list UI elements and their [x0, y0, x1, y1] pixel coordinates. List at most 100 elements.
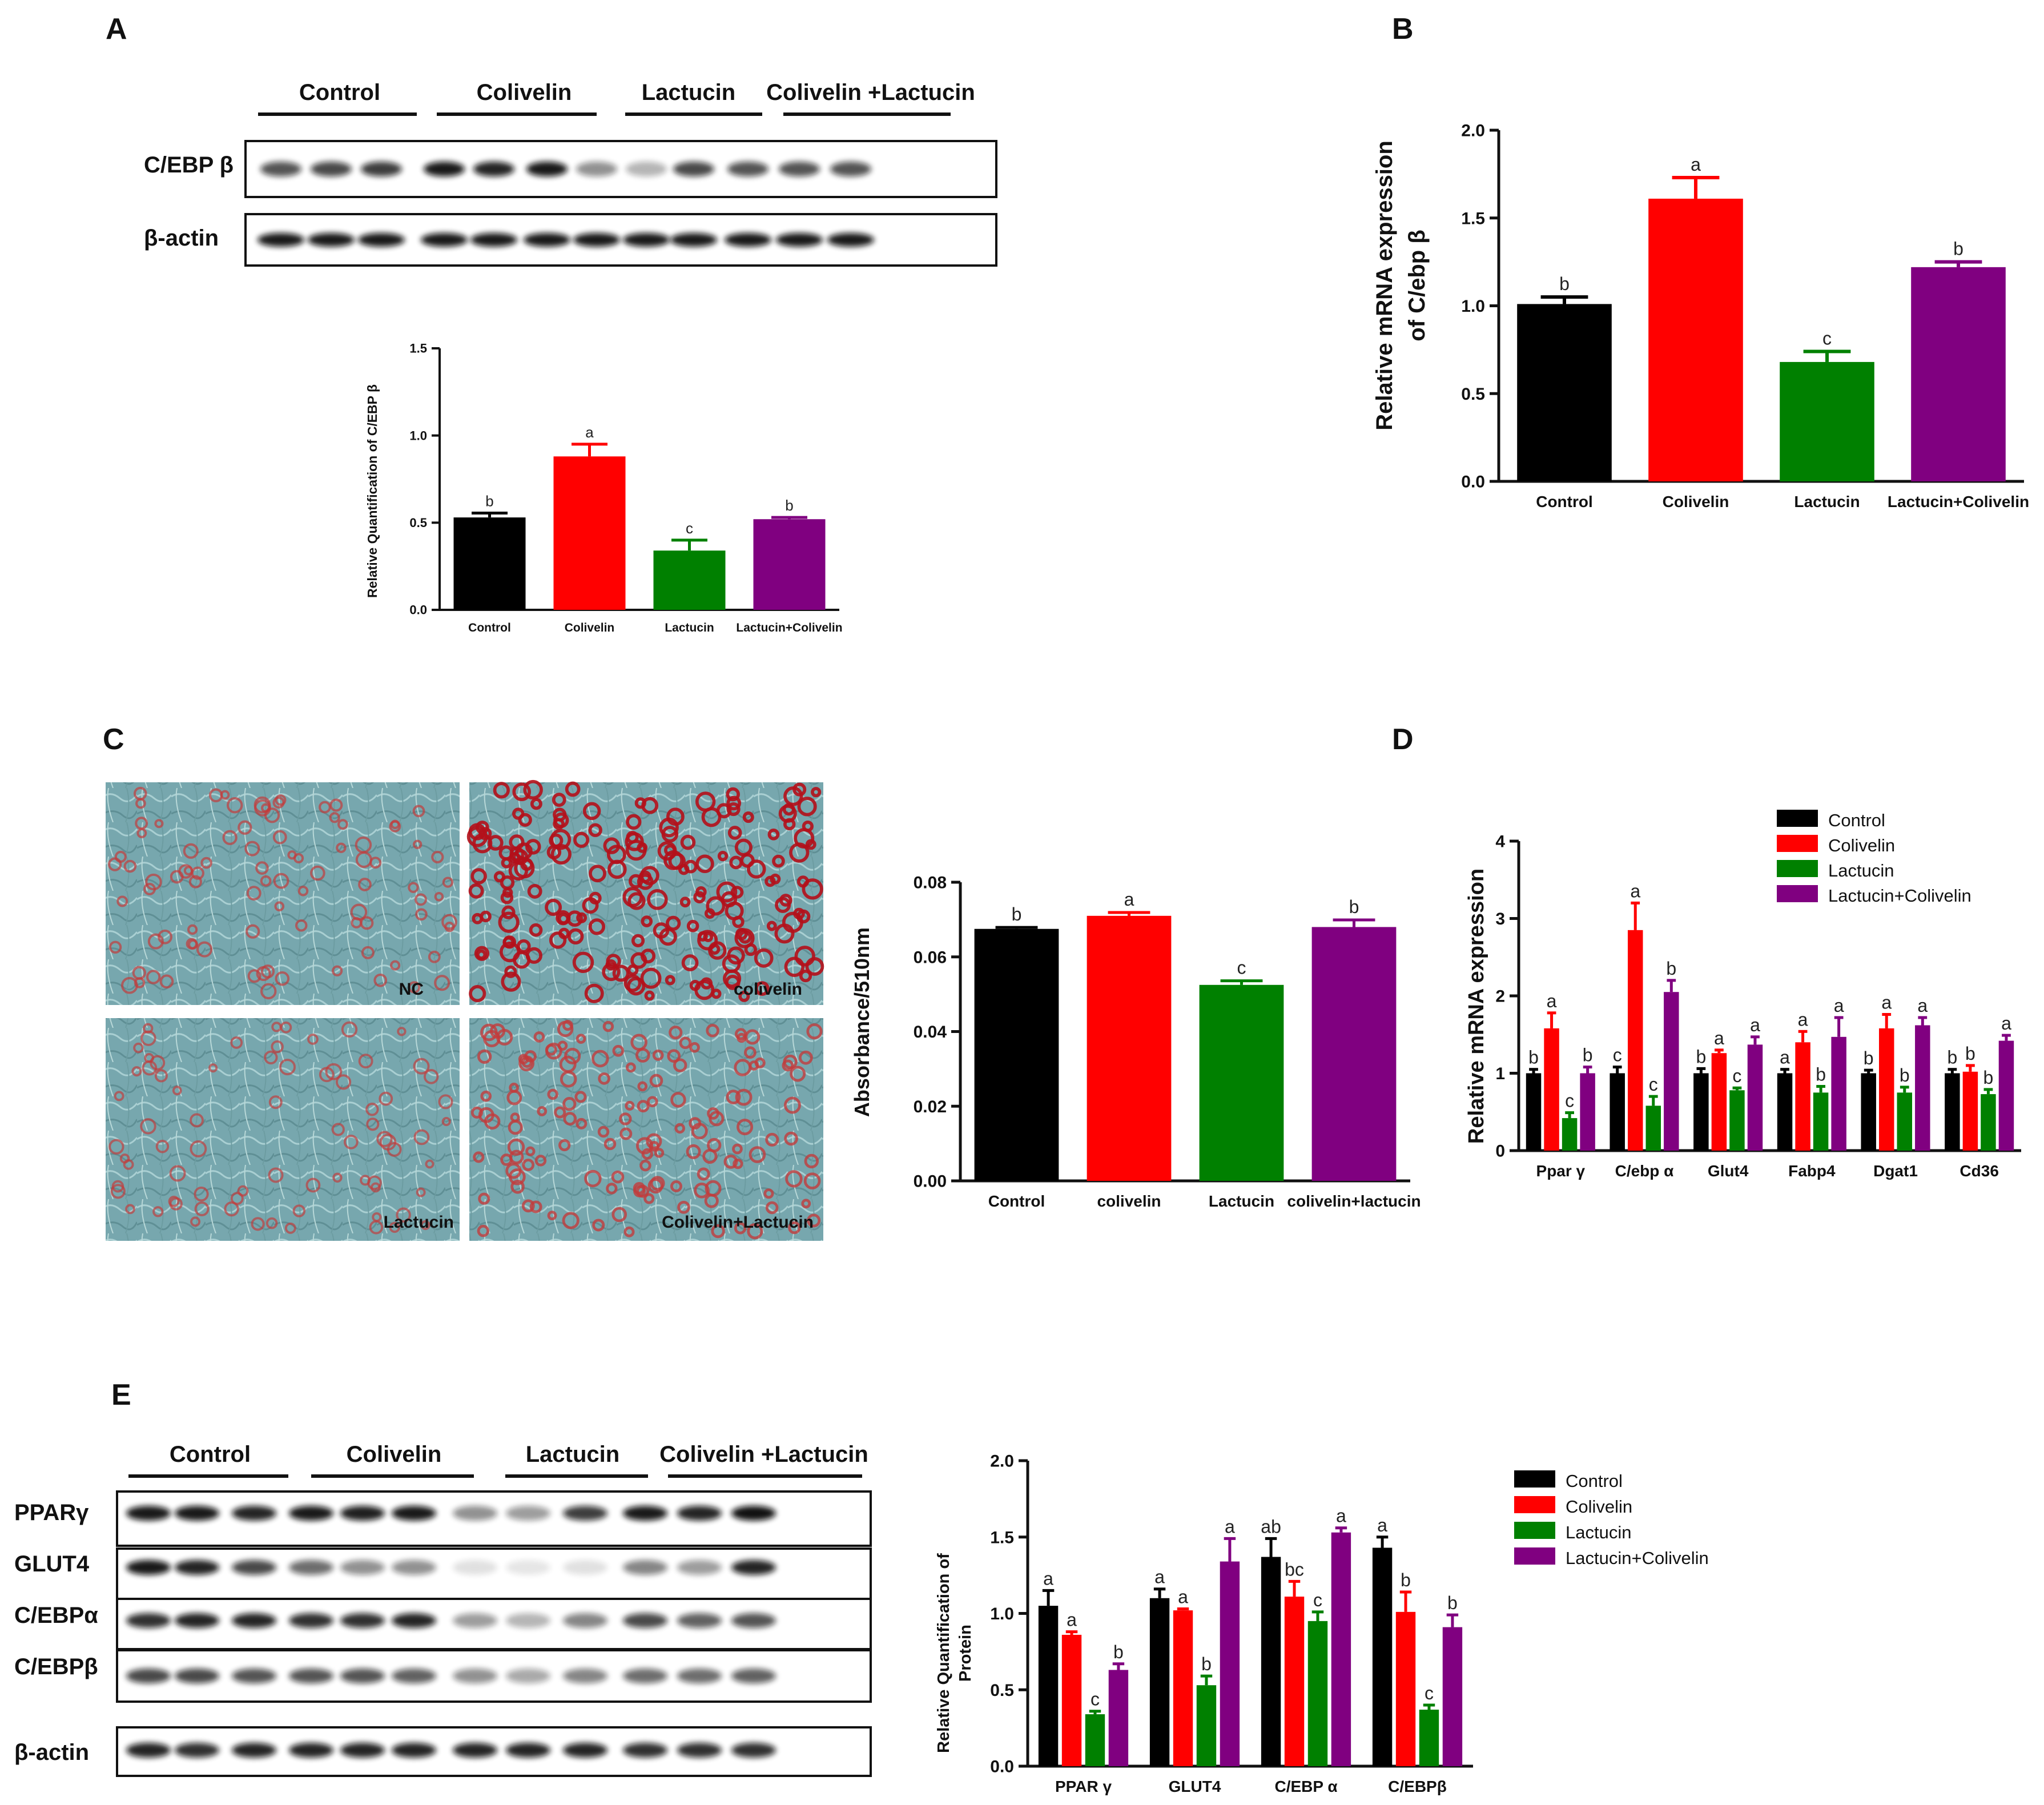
panel-d-chart-sig-letter: a	[1630, 881, 1640, 901]
panel-c-lipid-droplet	[518, 1055, 535, 1072]
panel-e-blot-bactin	[126, 1743, 776, 1758]
panel-b-chart-bar	[1780, 361, 1874, 481]
panel-c-lipid-droplet	[227, 797, 243, 814]
panel-c-lipid-droplet	[110, 1184, 126, 1199]
panel-a-cebpb-band	[424, 162, 465, 176]
panel-c-lipid-droplet	[478, 1192, 490, 1205]
panel-c-lipid-droplet	[146, 970, 161, 984]
panel-e-chart-bar	[1149, 1598, 1170, 1766]
panel-c-lipid-droplet	[735, 1088, 753, 1106]
panel-c-lipid-droplet	[413, 1129, 430, 1145]
panel-c-lipid-droplet	[738, 990, 750, 1002]
panel-c-lipid-droplet	[360, 1175, 371, 1186]
panel-c-lipid-droplet	[271, 1040, 284, 1054]
panel-c-lipid-droplet	[641, 915, 653, 927]
panel-e-cebpa-band	[563, 1613, 607, 1628]
panel-c-lipid-droplet	[413, 1058, 430, 1075]
panel-c-lipid-droplet	[150, 1055, 166, 1071]
panel-d-chart-category-label: Fabp4	[1788, 1162, 1836, 1180]
panel-c-lipid-droplet	[350, 903, 368, 921]
panel-d-chart-bar	[1962, 1071, 1978, 1151]
panel-c-lipid-droplet	[123, 859, 137, 873]
panel-c-lipid-droplet	[788, 1221, 801, 1235]
panel-c-chart-bar	[1199, 984, 1284, 1181]
panel-c-lipid-droplet	[717, 850, 729, 862]
panel-d-chart-sig-letter: a	[2001, 1013, 2011, 1034]
panel-a-chart-sig-letter: b	[485, 493, 493, 510]
panel-c-lipid-droplet	[274, 901, 285, 912]
panel-c-lipid-droplet	[271, 1022, 282, 1032]
panel-e-cebpa-band	[731, 1613, 776, 1628]
panel-c-lipid-droplet	[230, 1192, 244, 1205]
panel-e-bactin-band	[392, 1743, 436, 1758]
panel-d-chart-sig-letter: b	[1666, 958, 1676, 979]
panel-e-cebpb-band	[623, 1669, 667, 1683]
panel-a-bactin-band	[827, 233, 874, 247]
panel-c-lipid-droplet	[778, 804, 797, 823]
panel-d-chart-sig-letter: b	[1965, 1043, 1975, 1064]
panel-e-row-label-pparg: PPARγ	[14, 1500, 89, 1525]
panel-e-row-label-cebpa: C/EBPα	[14, 1603, 98, 1628]
panel-a-ylabel: Relative Quantification of C/EBP β	[365, 384, 380, 598]
panel-c-lipid-droplet	[408, 882, 419, 893]
panel-c-lipid-droplet	[143, 883, 156, 895]
panel-a-cebpb-band	[311, 162, 352, 176]
panel-e-ylabel-line1: Relative Quantification of	[935, 1553, 953, 1753]
panel-b-chart-sig-letter: b	[1559, 274, 1570, 294]
panel-c-lipid-droplet	[135, 798, 146, 809]
panel-e-chart-bar	[1284, 1597, 1305, 1766]
panel-c-lipid-droplet	[679, 897, 691, 908]
panel-d-chart-sig-letter: a	[1798, 1009, 1808, 1030]
panel-e-chart: Relative Quantification of Protein 0.0 0.…	[935, 1452, 1473, 1795]
panel-e-bactin-band	[289, 1743, 333, 1758]
panel-c-lipid-droplet	[734, 1222, 747, 1235]
panel-c-lipid-droplet	[483, 1030, 501, 1048]
panel-e-chart-bar	[1220, 1561, 1240, 1766]
panel-d-chart-sig-letter: a	[1881, 992, 1892, 1013]
panel-c-lipid-droplet	[695, 791, 716, 812]
panel-c-lipid-droplet	[530, 798, 542, 810]
panel-a-chart-ytick-label: 1.5	[409, 341, 427, 356]
panel-c-lipid-droplet	[679, 1036, 692, 1050]
panel-c-lipid-droplet	[470, 1106, 484, 1119]
panel-e-chart-ytick-label: 0.5	[990, 1681, 1014, 1700]
panel-c-lipid-droplet	[168, 1196, 180, 1207]
panel-c-lipid-droplet	[626, 1062, 636, 1073]
panel-c-lipid-droplet	[498, 911, 520, 933]
panel-c-lipid-droplet	[811, 787, 822, 798]
panel-c-lipid-droplet	[670, 1180, 682, 1193]
panel-c-lipid-droplet	[674, 1123, 685, 1134]
panel-e-glut4-band	[623, 1560, 667, 1575]
panel-c-lipid-droplet	[131, 1066, 142, 1077]
panel-c-lipid-droplet	[265, 1217, 278, 1229]
panel-c-lipid-droplet	[255, 861, 269, 875]
panel-d-chart-bar	[1627, 930, 1643, 1151]
panel-c-lipid-droplet	[254, 796, 271, 814]
panel-c-lipid-droplet	[557, 1040, 568, 1051]
panel-c-lipid-droplet	[169, 1197, 183, 1211]
panel-c-lipid-droplet	[260, 875, 272, 887]
panel-c-lipid-droplet	[697, 930, 718, 951]
panel-d-chart-bar	[1645, 1105, 1661, 1151]
panel-c-lipid-droplet	[534, 1155, 547, 1167]
panel-a-row-label-bactin: β-actin	[144, 226, 219, 251]
panel-e-chart-category-label: C/EBP α	[1274, 1778, 1337, 1795]
panel-d-legend-swatch	[1777, 860, 1818, 877]
panel-c-lipid-droplet	[208, 1063, 218, 1073]
panel-c-lipid-droplet	[268, 1167, 284, 1183]
panel-d-ylabel: Relative mRNA expression	[1464, 869, 1488, 1144]
panel-c-lipid-droplet	[370, 1182, 381, 1193]
panel-c-lipid-droplet	[372, 1212, 382, 1223]
panel-e-chart-sig-letter: ab	[1261, 1516, 1281, 1537]
panel-c-lipid-droplet	[516, 939, 531, 954]
panel-c-lipid-droplet	[783, 786, 803, 806]
panel-e-cebpb-band	[731, 1669, 776, 1683]
panel-c-lipid-droplet	[442, 877, 454, 888]
panel-c-lipid-droplet	[673, 1058, 687, 1072]
panel-a-chart: Relative Quantification of C/EBP β 0.0 0.…	[365, 341, 843, 634]
panel-c-lipid-droplet	[329, 812, 340, 823]
panel-e-chart-sig-letter: a	[1377, 1515, 1387, 1535]
panel-c-lipid-droplet	[292, 1204, 306, 1217]
panel-d-chart-bar	[1945, 1073, 1960, 1151]
panel-d-chart-ytick-label: 2	[1495, 987, 1505, 1006]
